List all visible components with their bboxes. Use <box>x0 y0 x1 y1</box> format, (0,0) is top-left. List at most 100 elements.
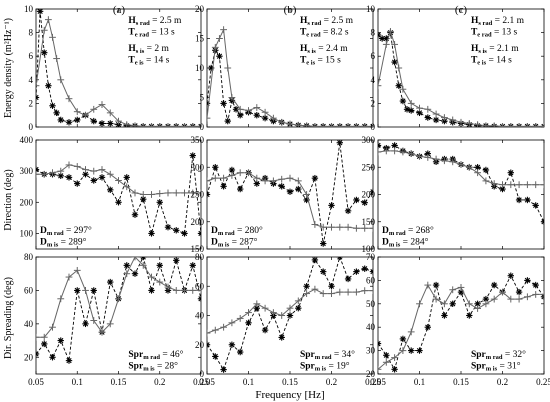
y-tick-label: 100 <box>20 228 34 238</box>
series-line <box>36 17 201 127</box>
asterisk-marker <box>424 324 431 331</box>
asterisk-marker <box>378 340 382 347</box>
plus-marker <box>148 123 155 127</box>
plus-marker <box>441 300 448 308</box>
asterisk-marker <box>140 257 147 261</box>
asterisk-marker <box>286 312 294 319</box>
plus-marker <box>40 333 48 341</box>
asterisk-marker <box>36 166 40 173</box>
y-tick-label: 0 <box>371 122 376 132</box>
plus-marker <box>65 161 73 169</box>
plus-marker <box>382 147 390 155</box>
plus-marker <box>441 114 448 121</box>
plus-marker <box>490 122 498 127</box>
series-asterisk <box>207 257 373 373</box>
asterisk-marker <box>261 326 269 334</box>
plus-marker <box>311 221 319 228</box>
plus-marker <box>49 33 56 41</box>
plus-marker <box>515 295 523 303</box>
x-tick-label: 0.2 <box>154 377 165 387</box>
plus-marker <box>90 317 98 324</box>
plus-marker <box>524 293 531 301</box>
y-tick-label: 10 <box>366 4 376 14</box>
asterisk-marker <box>237 348 244 356</box>
plus-marker <box>270 177 277 185</box>
asterisk-marker <box>311 257 319 264</box>
plus-marker <box>303 122 310 127</box>
plus-marker <box>378 148 382 156</box>
plus-marker <box>424 281 432 289</box>
plus-marker <box>399 85 407 93</box>
plus-marker <box>131 122 139 127</box>
asterisk-marker <box>320 240 327 247</box>
plus-marker <box>106 320 114 328</box>
plus-marker <box>207 177 211 185</box>
stat-annotation: Dm is = 284° <box>382 237 429 249</box>
asterisk-marker <box>311 174 319 182</box>
y-tick-label: 4 <box>29 75 34 85</box>
asterisk-marker <box>90 177 97 184</box>
series-line <box>378 29 544 127</box>
y-tick-label: 20 <box>195 340 205 350</box>
plus-marker <box>286 174 294 182</box>
series-plus <box>207 285 373 337</box>
plus-marker <box>369 287 373 295</box>
plus-marker <box>482 300 490 308</box>
asterisk-marker <box>278 334 285 341</box>
plot-frame <box>377 8 545 128</box>
plus-marker <box>540 291 544 298</box>
plus-marker <box>294 177 302 185</box>
plus-marker <box>228 172 236 179</box>
x-tick-label: 0.2 <box>326 377 337 387</box>
stat-annotation: Dm is = 287° <box>211 237 258 249</box>
asterisk-marker <box>228 166 236 174</box>
plus-marker <box>236 169 244 177</box>
asterisk-marker <box>369 268 373 275</box>
plus-marker <box>49 323 56 331</box>
series-plus <box>378 147 544 189</box>
x-tick-label: 0.25 <box>193 377 209 387</box>
plus-marker <box>197 189 201 197</box>
plus-marker <box>207 329 211 337</box>
plus-marker <box>361 287 369 295</box>
stat-annotation: Hs is = 2.1 m <box>471 44 519 55</box>
plus-marker <box>57 167 65 175</box>
asterisk-marker <box>107 186 114 194</box>
asterisk-marker <box>395 82 402 89</box>
asterisk-marker <box>532 202 539 209</box>
asterisk-marker <box>378 142 382 149</box>
plus-marker <box>106 170 114 178</box>
plus-marker <box>465 300 473 308</box>
asterisk-marker <box>107 278 114 286</box>
plus-marker <box>499 288 506 296</box>
asterisk-marker <box>261 114 269 122</box>
stat-annotation: Te is = 15 s <box>300 56 341 67</box>
y-axis-label-spreading: Dir. Spreading (deg) <box>3 277 14 359</box>
y-tick-label: 10 <box>195 63 205 73</box>
series-asterisk <box>36 257 201 364</box>
asterisk-marker <box>212 164 219 171</box>
asterisk-marker <box>336 140 343 146</box>
asterisk-marker <box>278 183 285 190</box>
plus-marker <box>36 333 40 341</box>
asterisk-marker <box>220 183 227 190</box>
plus-marker <box>236 315 244 322</box>
asterisk-marker <box>90 287 97 294</box>
plus-marker <box>449 116 457 124</box>
asterisk-marker <box>53 109 60 117</box>
plus-marker <box>378 82 382 90</box>
y-tick-label: 2 <box>29 98 34 108</box>
plus-marker <box>507 295 515 303</box>
asterisk-marker <box>515 288 523 296</box>
series-plus <box>36 16 201 127</box>
asterisk-marker <box>424 114 431 121</box>
y-tick-label: 5 <box>200 93 205 103</box>
asterisk-marker <box>123 174 130 181</box>
asterisk-marker <box>197 295 201 302</box>
plus-marker <box>286 304 294 312</box>
asterisk-marker <box>336 257 343 261</box>
plot-frame <box>35 8 202 128</box>
plus-marker <box>369 123 373 127</box>
plus-marker <box>353 288 360 296</box>
y-tick-label: 2 <box>371 98 376 108</box>
